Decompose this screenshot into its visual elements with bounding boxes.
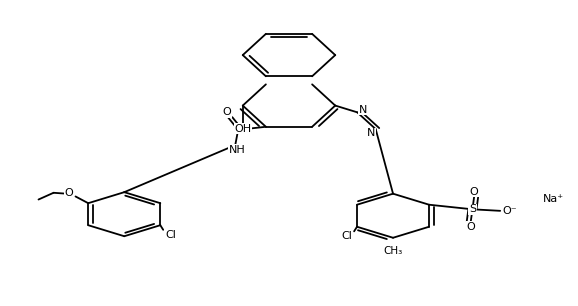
Text: O: O	[470, 187, 479, 196]
Text: O: O	[222, 107, 231, 117]
Text: N: N	[367, 129, 375, 138]
Text: S: S	[469, 204, 476, 214]
Text: O: O	[466, 222, 475, 232]
Text: CH₃: CH₃	[383, 246, 403, 256]
Text: N: N	[359, 105, 367, 115]
Text: Na⁺: Na⁺	[543, 194, 565, 204]
Text: Cl: Cl	[342, 231, 353, 241]
Text: O: O	[64, 188, 73, 198]
Text: O⁻: O⁻	[502, 206, 517, 216]
Text: NH: NH	[229, 145, 245, 155]
Text: Cl: Cl	[165, 230, 176, 240]
Text: OH: OH	[234, 124, 251, 134]
